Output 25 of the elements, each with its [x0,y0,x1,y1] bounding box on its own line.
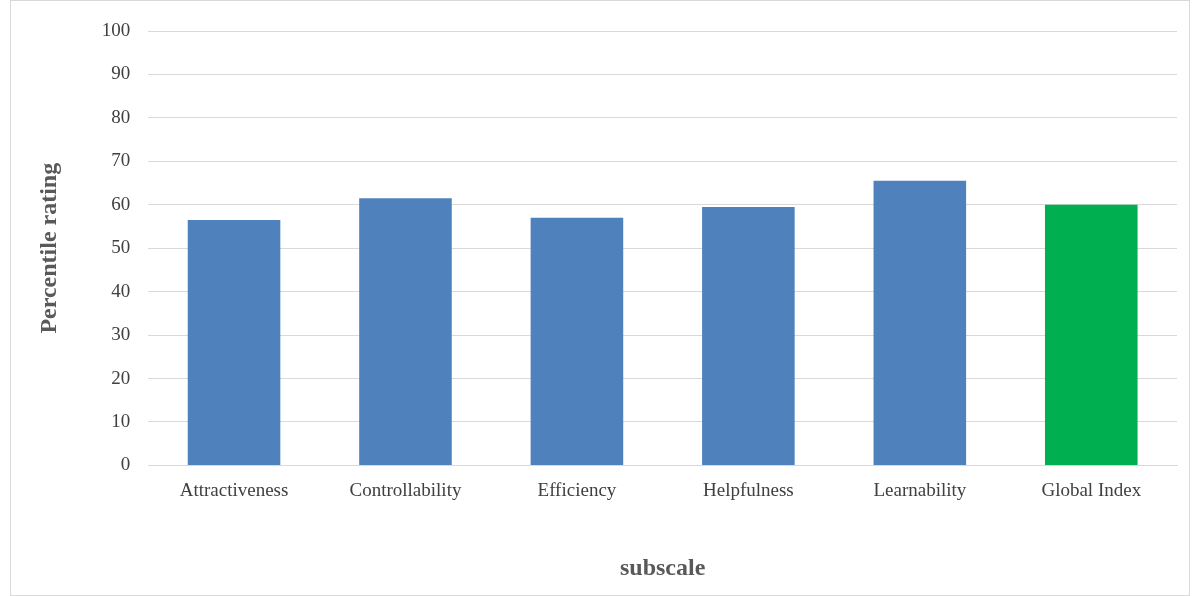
bar [187,219,281,465]
x-tick-label: Learnability [873,478,967,500]
y-tick-label: 80 [111,105,131,127]
y-tick-label: 20 [111,366,131,388]
bar [1044,204,1138,465]
x-tick-label: Helpfulness [702,478,794,500]
y-tick-label: 30 [111,323,131,345]
y-tick-label: 60 [111,192,131,214]
x-tick-label: Global Index [1041,478,1142,500]
y-axis-title: Percentile rating [34,162,61,334]
bar [702,206,795,465]
x-tick-label: Controllability [349,478,462,500]
bar [359,198,452,465]
y-tick-label: 0 [120,453,131,475]
bar [873,180,967,465]
y-tick-label: 100 [101,18,131,40]
y-tick-label: 90 [111,62,131,84]
x-tick-label: Efficiency [537,478,617,500]
y-tick-label: 40 [111,279,131,301]
y-tick-label: 50 [111,236,131,258]
x-axis-title: subscale [619,553,706,580]
y-tick-label: 70 [111,149,131,171]
x-tick-label: Attractiveness [179,478,289,500]
y-tick-label: 10 [111,409,131,431]
bar [530,217,624,465]
